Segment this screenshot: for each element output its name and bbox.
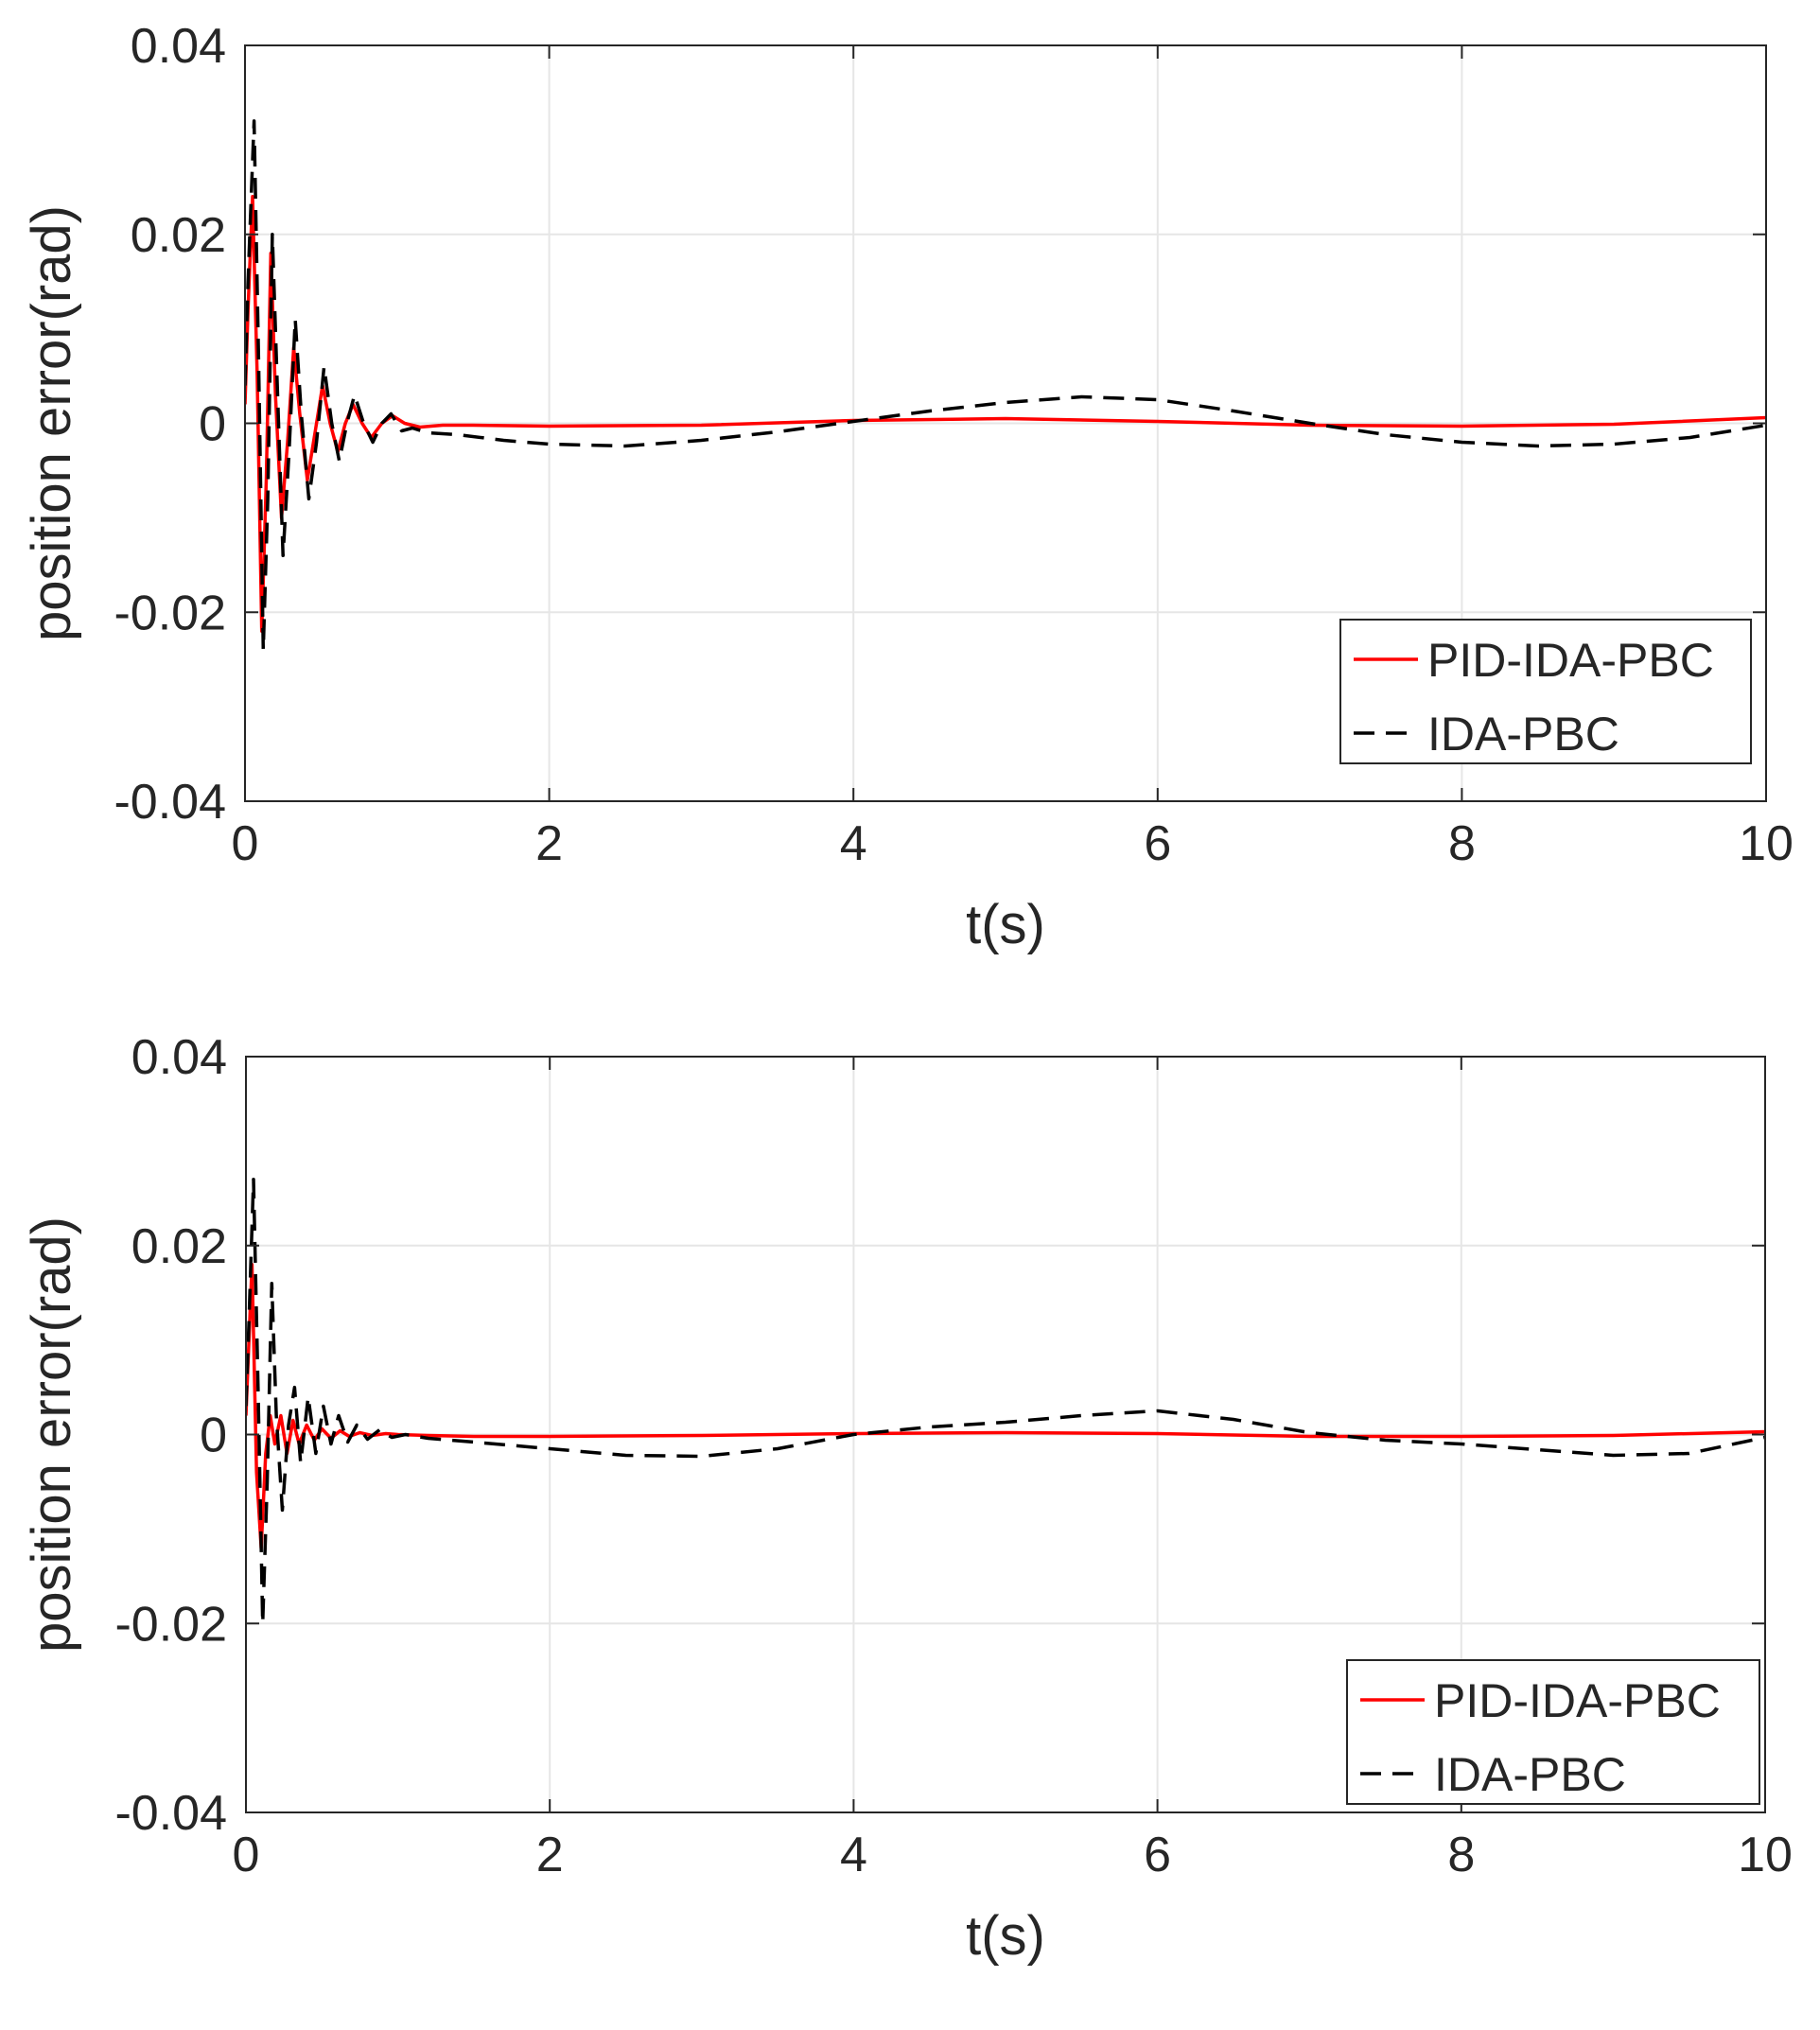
legend: PID-IDA-PBC IDA-PBC bbox=[1346, 1659, 1760, 1805]
legend: PID-IDA-PBC IDA-PBC bbox=[1339, 619, 1752, 764]
x-axis-label: t(s) bbox=[966, 1905, 1045, 1967]
legend-label: IDA-PBC bbox=[1434, 1748, 1626, 1801]
x-tick-label: 2 bbox=[536, 1828, 564, 1882]
legend-label: PID-IDA-PBC bbox=[1434, 1674, 1721, 1727]
x-tick-label: 6 bbox=[1144, 816, 1171, 871]
x-tick-label: 8 bbox=[1448, 816, 1476, 871]
x-tick-label: 2 bbox=[535, 816, 563, 871]
y-tick-label: 0.04 bbox=[131, 19, 226, 74]
x-tick-label: 10 bbox=[1739, 816, 1794, 871]
y-axis-label: position error(rad) bbox=[21, 205, 82, 641]
y-tick-label: -0.04 bbox=[114, 1786, 227, 1841]
y-axis-label: position error(rad) bbox=[21, 1216, 82, 1653]
y-tick-label: 0.02 bbox=[131, 1219, 227, 1274]
x-tick-label: 0 bbox=[233, 1828, 260, 1882]
legend-box bbox=[1339, 619, 1752, 764]
x-tick-label: 8 bbox=[1447, 1828, 1475, 1882]
series-line-ida-pbc bbox=[245, 119, 1766, 652]
x-tick-label: 0 bbox=[232, 816, 259, 871]
y-tick-label: 0.02 bbox=[131, 208, 226, 263]
y-tick-label: -0.04 bbox=[114, 775, 226, 830]
chart-panel-bottom: 0 2 4 6 8 10 -0.04 -0.02 0 0.02 0.04 t(s) position e… bbox=[21, 1030, 1793, 1967]
y-tick-label: 0.04 bbox=[131, 1030, 227, 1085]
x-tick-label: 4 bbox=[840, 816, 867, 871]
x-tick-label: 4 bbox=[840, 1828, 867, 1882]
x-tick-label: 6 bbox=[1144, 1828, 1171, 1882]
chart-panel-top: 0 2 4 6 8 10 -0.04 -0.02 0 0.02 0.04 t(s) position e… bbox=[21, 19, 1794, 955]
legend-box bbox=[1346, 1659, 1760, 1805]
x-tick-label: 10 bbox=[1738, 1828, 1793, 1882]
legend-label: IDA-PBC bbox=[1427, 708, 1619, 761]
legend-label: PID-IDA-PBC bbox=[1427, 634, 1714, 687]
y-tick-label: 0 bbox=[200, 1409, 227, 1463]
y-tick-label: -0.02 bbox=[114, 586, 226, 640]
y-tick-label: 0 bbox=[199, 397, 226, 452]
x-axis-label: t(s) bbox=[966, 894, 1045, 955]
y-tick-label: -0.02 bbox=[114, 1597, 227, 1652]
